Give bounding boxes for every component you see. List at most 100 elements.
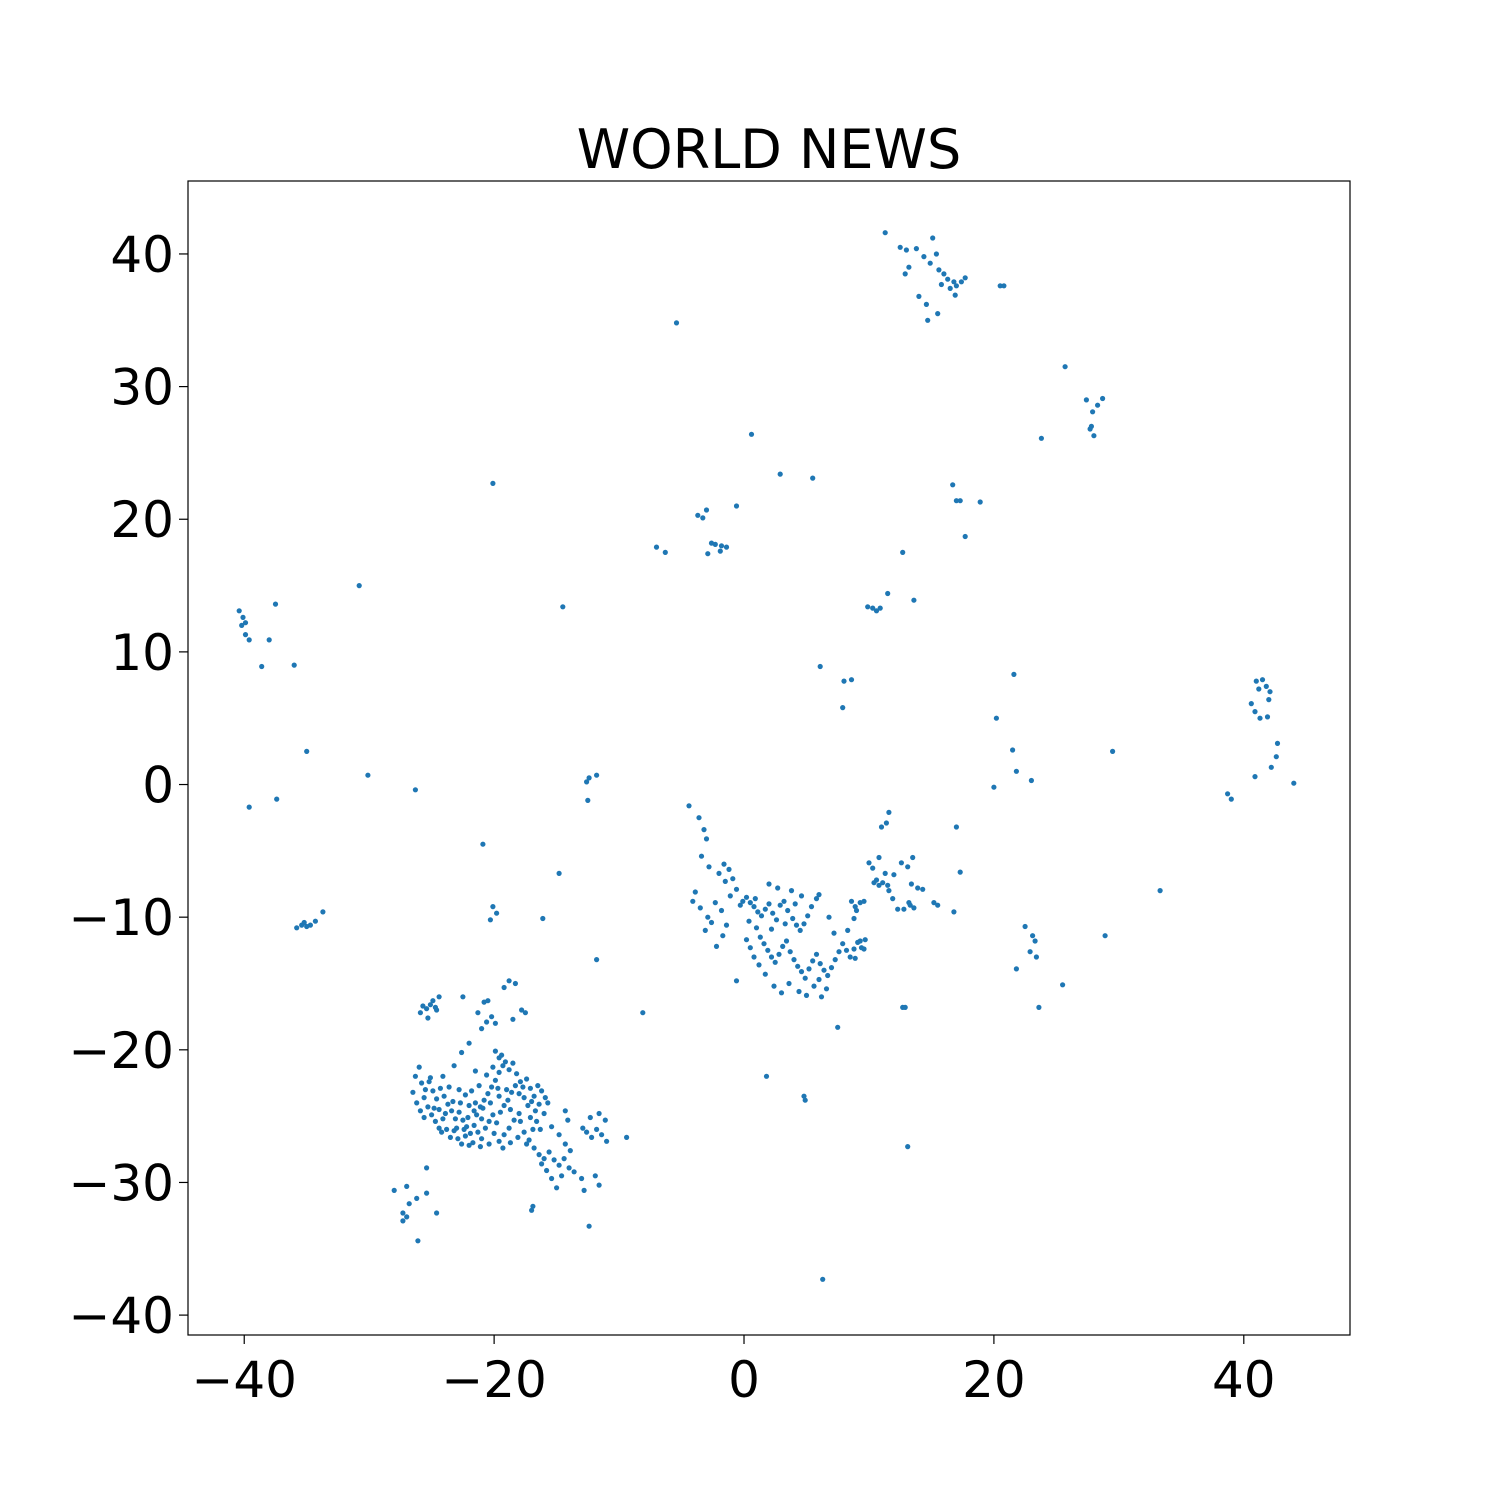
data-point (491, 1130, 497, 1136)
data-point (421, 1095, 427, 1101)
data-point (479, 1116, 485, 1122)
data-point (870, 605, 876, 611)
data-point (272, 601, 279, 607)
data-point (845, 927, 851, 934)
data-point (878, 824, 885, 830)
data-point (477, 1144, 483, 1150)
data-point (756, 962, 762, 968)
data-point (1248, 701, 1254, 707)
data-point (516, 1091, 522, 1097)
data-point (246, 804, 252, 810)
data-point (436, 1106, 442, 1113)
data-point (813, 896, 820, 902)
data-point (862, 937, 868, 943)
data-point (958, 279, 965, 285)
data-point (484, 1072, 490, 1078)
data-point (712, 541, 718, 548)
data-point (1060, 982, 1066, 988)
data-point (541, 1110, 547, 1117)
data-point (485, 998, 491, 1004)
data-point (870, 865, 876, 871)
data-point (509, 1089, 515, 1095)
data-point (451, 1063, 457, 1069)
data-point (957, 498, 963, 504)
data-point (913, 246, 920, 252)
data-point (556, 870, 562, 877)
data-point (424, 1165, 430, 1171)
data-point (434, 1096, 440, 1102)
data-point (450, 1098, 456, 1105)
data-point (831, 930, 837, 936)
data-point (517, 1079, 524, 1085)
data-point (905, 864, 911, 870)
data-point (1022, 923, 1028, 930)
data-point (927, 260, 933, 266)
data-point (761, 941, 767, 947)
data-point (560, 604, 566, 610)
data-point (446, 1084, 452, 1090)
data-point (871, 880, 877, 886)
data-point (911, 905, 917, 911)
data-point (806, 966, 812, 972)
data-point (1038, 435, 1044, 441)
data-point (436, 994, 442, 1000)
data-point (391, 1187, 397, 1193)
data-point (466, 1040, 472, 1046)
data-point (444, 1126, 450, 1132)
data-point (1030, 933, 1036, 939)
data-point (882, 870, 888, 877)
data-point (723, 544, 730, 550)
data-point (536, 1101, 542, 1107)
data-point (820, 1276, 826, 1282)
data-point (755, 909, 761, 915)
data-point (673, 320, 680, 326)
data-point (422, 1087, 428, 1093)
data-point (1032, 938, 1038, 944)
data-point (930, 235, 936, 241)
data-point (536, 1152, 542, 1158)
data-point (902, 271, 908, 277)
data-point (811, 983, 817, 989)
data-point (906, 264, 912, 270)
data-point (938, 281, 945, 288)
data-point (751, 904, 757, 910)
data-point (304, 748, 310, 755)
data-point (797, 927, 803, 934)
data-point (801, 921, 807, 927)
data-point (266, 637, 272, 643)
data-point (532, 1108, 539, 1114)
data-point (589, 1134, 595, 1140)
data-point (417, 1010, 423, 1016)
y-tick-label: 30 (110, 359, 174, 417)
data-point (475, 1129, 481, 1135)
data-point (945, 276, 951, 282)
data-point (599, 1132, 605, 1138)
data-point (700, 515, 706, 521)
data-point (705, 551, 711, 557)
data-point (1010, 747, 1016, 753)
data-point (816, 976, 822, 983)
data-point (500, 1063, 506, 1069)
data-point (584, 1129, 590, 1135)
data-point (933, 251, 940, 257)
data-point (817, 961, 823, 967)
data-point (535, 1083, 541, 1089)
data-point (813, 951, 820, 957)
data-point (902, 1004, 908, 1011)
data-point (697, 905, 703, 911)
data-point (529, 1207, 535, 1213)
data-point (400, 1218, 406, 1224)
data-point (757, 934, 763, 940)
data-point (459, 1141, 465, 1147)
data-point (823, 986, 830, 992)
data-point (791, 957, 797, 963)
data-point (730, 876, 736, 882)
data-point (861, 898, 867, 904)
data-point (726, 866, 732, 873)
data-point (801, 1093, 807, 1099)
data-point (686, 803, 692, 809)
data-point (802, 1097, 808, 1103)
data-point (810, 475, 816, 481)
data-point (441, 1093, 447, 1099)
data-point (781, 898, 787, 904)
